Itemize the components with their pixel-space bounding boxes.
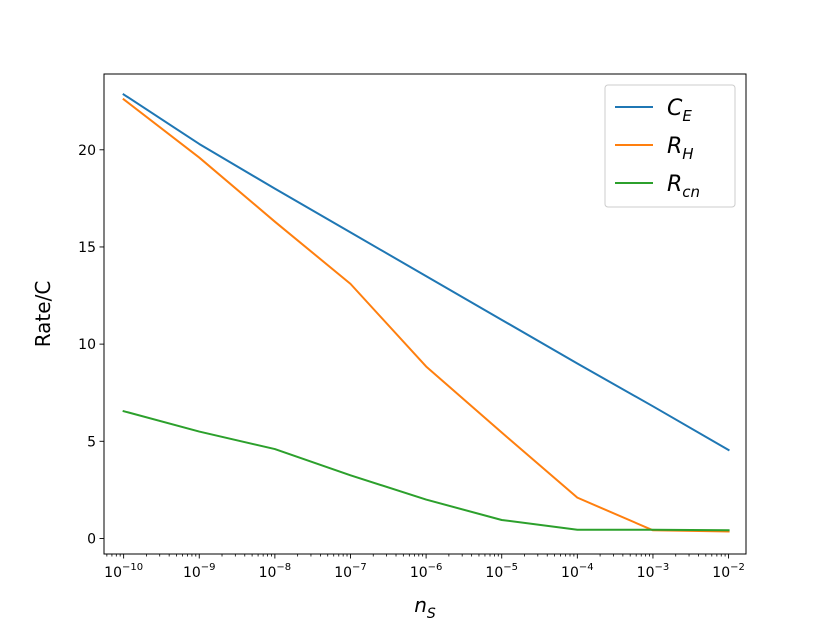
x-tick-label: 10−9 — [183, 562, 216, 581]
x-axis: 10−10 10−9 10−8 10−7 10−6 10−5 10−4 10−3 10−2 — [104, 554, 745, 581]
plot-area — [103, 73, 747, 555]
x-tick-label: 10−6 — [410, 562, 443, 581]
x-tick-label: 10−5 — [485, 562, 518, 581]
y-tick-label: 10 — [78, 337, 96, 353]
y-tick-label: 20 — [78, 143, 96, 159]
x-tick-label: 10−7 — [334, 562, 367, 581]
x-tick-label: 10−4 — [561, 562, 594, 581]
legend: CE RH Rcn — [604, 84, 736, 208]
y-axis-title: Rate/C — [31, 281, 55, 348]
plot-frame — [103, 73, 747, 555]
legend-box — [604, 84, 736, 208]
x-axis-title: nS — [414, 593, 436, 622]
x-tick-label: 10−10 — [104, 562, 143, 581]
axis-titles: nS Rate/C — [31, 281, 436, 622]
y-tick-label: 5 — [87, 434, 96, 450]
series-line-r-cn — [122, 409, 730, 532]
legend-label: RH — [667, 134, 694, 163]
y-axis: 0 5 10 15 20 — [78, 143, 104, 547]
legend-label: Rcn — [667, 172, 700, 201]
x-tick-label: 10−8 — [259, 562, 292, 581]
series-layer — [122, 93, 730, 533]
series-line-c-e — [122, 93, 730, 452]
x-tick-label: 10−2 — [712, 562, 745, 581]
series-line-r-h — [122, 97, 730, 533]
y-tick-label: 15 — [78, 240, 96, 256]
y-tick-label: 0 — [87, 531, 96, 547]
legend-label: CE — [667, 96, 692, 125]
x-tick-label: 10−3 — [637, 562, 670, 581]
